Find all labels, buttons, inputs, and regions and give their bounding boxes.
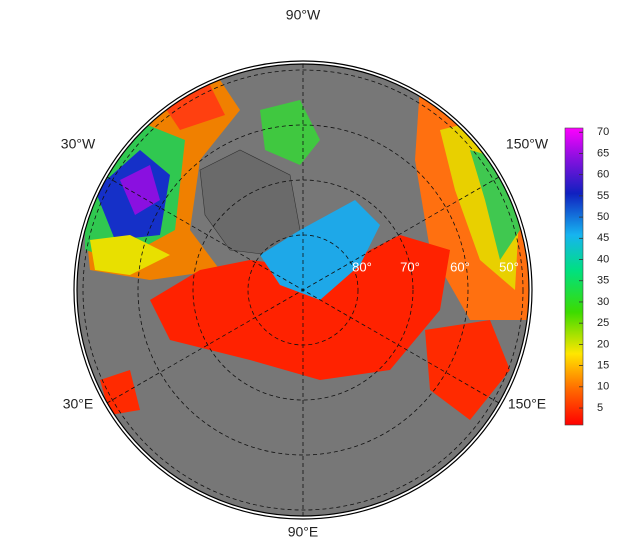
field-patch bbox=[120, 165, 160, 215]
field-patch bbox=[260, 200, 380, 300]
colorbar bbox=[564, 127, 584, 426]
longitude-label: 150°W bbox=[506, 136, 549, 152]
field-patch bbox=[90, 235, 170, 275]
graticule bbox=[82, 64, 524, 516]
colorbar-tick-label: 5 bbox=[597, 402, 603, 414]
field-patch bbox=[150, 235, 450, 380]
colorbar-tick-label: 25 bbox=[597, 317, 609, 329]
field-patch bbox=[100, 370, 140, 415]
colorbar-tick-label: 40 bbox=[597, 253, 609, 265]
colorbar-tick-label: 70 bbox=[597, 126, 609, 138]
longitude-label: 30°E bbox=[63, 396, 94, 412]
map-border bbox=[76, 63, 530, 517]
colorbar-tick-label: 10 bbox=[597, 381, 609, 393]
colorbar-tick-label: 15 bbox=[597, 360, 609, 372]
colorbar-tick-label: 35 bbox=[597, 275, 609, 287]
colorbar-tick-label: 45 bbox=[597, 232, 609, 244]
latitude-label: 50° bbox=[499, 259, 519, 274]
longitude-label: 150°E bbox=[508, 396, 546, 412]
longitude-label: 90°W bbox=[286, 7, 321, 23]
latitude-label: 70° bbox=[400, 259, 420, 274]
colorbar-tick-label: 30 bbox=[597, 296, 609, 308]
longitude-label: 90°E bbox=[288, 524, 319, 540]
latitude-label: 80° bbox=[352, 259, 372, 274]
field-patch bbox=[425, 320, 510, 420]
field-patch bbox=[260, 100, 320, 165]
colorbar-tick-label: 20 bbox=[597, 338, 609, 350]
colorbar-tick-label: 55 bbox=[597, 190, 609, 202]
latitude-label: 60° bbox=[450, 259, 470, 274]
colorbar-tick-label: 65 bbox=[597, 147, 609, 159]
map-border bbox=[73, 60, 533, 520]
longitude-label: 30°W bbox=[61, 136, 96, 152]
colorbar-tick-label: 60 bbox=[597, 169, 609, 181]
colorbar-tick-label: 50 bbox=[597, 211, 609, 223]
